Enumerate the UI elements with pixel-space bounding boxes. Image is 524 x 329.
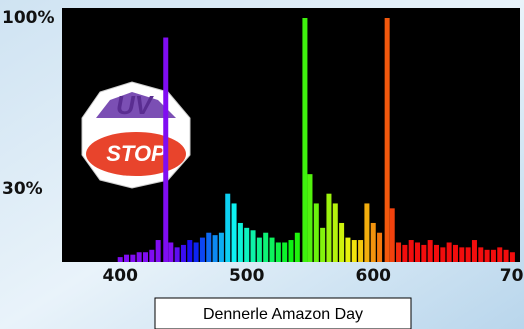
spectrum-bar (408, 240, 414, 262)
spectrum-bar (149, 249, 155, 262)
uv-stop-logo: UV STOP (81, 81, 191, 189)
spectrum-bar (358, 240, 364, 262)
spectrum-bar (484, 249, 490, 262)
x-tick-label: 700 nm (500, 266, 524, 286)
spectrum-bar (452, 244, 458, 262)
spectrum-bar (180, 244, 186, 262)
spectrum-bar (294, 232, 300, 262)
spectrum-bar (384, 18, 390, 262)
spectrum-bar (313, 203, 319, 262)
spectrum-bar (174, 247, 180, 262)
spectrum-bar (193, 242, 199, 262)
spectrum-bar (440, 247, 446, 262)
spectrum-bar (225, 193, 231, 262)
caption-box (154, 297, 412, 329)
x-tick-label: 400 (102, 266, 138, 286)
spectrum-bar (231, 203, 237, 262)
spectrum-bar (282, 242, 288, 262)
spectrum-bar (275, 242, 281, 262)
spectrum-bar (478, 247, 484, 262)
spectrum-bar (471, 240, 477, 262)
logo-stop: STOP (106, 141, 166, 166)
spectrum-bar (446, 242, 452, 262)
spectrum-bar (302, 18, 308, 262)
spectrum-bar (187, 240, 193, 262)
spectrum-bar (503, 249, 509, 262)
spectrum-bar (269, 237, 275, 262)
spectrum-bar (288, 240, 294, 262)
spectrum-bar (421, 244, 427, 262)
spectrum-bar (465, 247, 471, 262)
spectrum-bar (370, 222, 376, 262)
spectrum-bar (345, 237, 351, 262)
spectrum-bar (124, 254, 130, 262)
chart-title: Dennerle Amazon Day (203, 306, 363, 323)
spectrum-bar (320, 227, 326, 262)
x-tick-label: 600 (355, 266, 391, 286)
spectrum-bar (117, 257, 123, 262)
spectrum-bar (136, 252, 142, 262)
spectrum-bar (256, 237, 262, 262)
spectrum-bar (415, 242, 421, 262)
spectrum-bar (155, 240, 161, 262)
spectrum-bar (433, 244, 439, 262)
spectrum-bar (332, 203, 338, 262)
spectrum-bar (459, 247, 465, 262)
spectrum-bar (218, 232, 224, 262)
spectrum-bar (427, 240, 433, 262)
spectrum-bar (389, 208, 395, 262)
spectrum-bar (130, 254, 136, 262)
logo-uv: UV (116, 90, 155, 120)
spectrum-bar (402, 244, 408, 262)
spectrum-bar (250, 230, 256, 262)
spectrum-bar (199, 237, 205, 262)
spectrum-bar (351, 240, 357, 262)
spectrum-bar (396, 242, 402, 262)
spectrum-bar (244, 227, 250, 262)
spectrum-bar (307, 174, 313, 262)
spectrum-bar (263, 232, 269, 262)
spectrum-bar (168, 242, 174, 262)
spectrum-bar (212, 235, 218, 262)
spectrum-bar (206, 232, 212, 262)
spectrum-bar (509, 252, 515, 262)
x-tick-label: 500 (229, 266, 265, 286)
spectrum-bar (364, 203, 370, 262)
y-tick-label: 100% (2, 8, 55, 28)
spectrum-bar (326, 193, 332, 262)
spectrum-bar (490, 249, 496, 262)
spectrum-bar (339, 222, 345, 262)
spectrum-bar (143, 252, 149, 262)
spectrum-bar (237, 222, 243, 262)
spectrum-bar (377, 232, 383, 262)
spectrum-bar (497, 247, 503, 262)
spectrum-bar (163, 37, 169, 262)
y-tick-label: 30% (2, 179, 43, 199)
